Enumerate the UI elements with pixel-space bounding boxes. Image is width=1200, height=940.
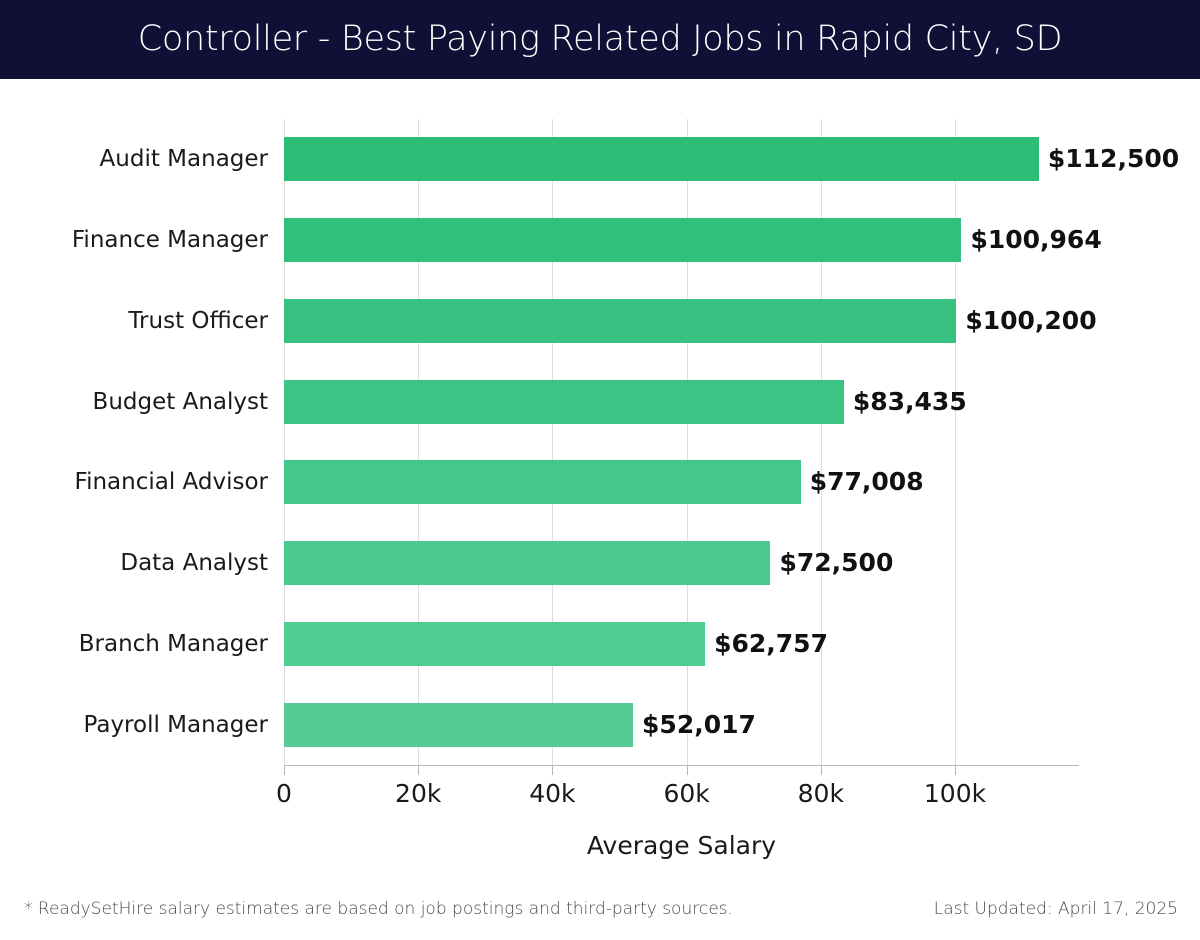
bar-row[interactable]: Budget Analyst $83,435 [0, 379, 1200, 424]
bar-category-label: Payroll Manager [83, 711, 268, 738]
bar[interactable] [284, 460, 801, 505]
footer-disclaimer: * ReadySetHire salary estimates are base… [24, 899, 733, 919]
bar-value-label: $62,757 [714, 628, 828, 658]
bar-category-label: Trust Officer [128, 307, 268, 334]
bar-row[interactable]: Branch Manager $62,757 [0, 621, 1200, 666]
bar-row[interactable]: Finance Manager $100,964 [0, 218, 1200, 263]
gridline [820, 119, 822, 765]
x-axis-line [284, 765, 1079, 766]
gridline [686, 119, 688, 765]
bar-value-label: $72,500 [779, 548, 894, 578]
x-axis-tick [955, 766, 956, 775]
gridline [418, 119, 420, 765]
bar-row[interactable]: Data Analyst $72,500 [0, 541, 1200, 586]
bar-category-label: Finance Manager [71, 227, 268, 254]
bar-value-label: $100,964 [970, 225, 1102, 255]
page-title: Controller - Best Paying Related Jobs in… [137, 19, 1063, 59]
x-axis-title: Average Salary [586, 831, 777, 860]
x-axis-tick [820, 766, 822, 775]
bar-value-label: $52,017 [642, 709, 756, 739]
x-axis-tick-label: 20k [395, 779, 442, 808]
x-axis-tick-label: 100k [923, 779, 987, 808]
x-axis-tick [552, 766, 554, 775]
gridline [955, 119, 956, 765]
bar-row[interactable]: Financial Advisor $77,008 [0, 460, 1200, 505]
bar-category-label: Financial Advisor [74, 469, 268, 496]
bar-category-label: Data Analyst [120, 550, 268, 577]
x-axis-tick-label: 60k [663, 779, 710, 808]
bar-value-label: $112,500 [1047, 144, 1180, 174]
bar[interactable] [284, 298, 957, 343]
bar[interactable] [284, 218, 962, 263]
gridline [284, 119, 285, 765]
bar-value-label: $100,200 [965, 305, 1097, 335]
footer-last-updated: Last Updated: April 17, 2025 [933, 899, 1178, 919]
bar[interactable] [284, 621, 706, 666]
bar[interactable] [284, 379, 844, 424]
plot-area [284, 119, 1079, 765]
bar-row[interactable]: Trust Officer $100,200 [0, 298, 1200, 343]
bar[interactable] [284, 137, 1039, 182]
bar-value-label: $83,435 [852, 386, 967, 416]
gridline [552, 119, 554, 765]
bar-row[interactable]: Audit Manager $112,500 [0, 137, 1200, 182]
x-axis-tick [418, 766, 420, 775]
bar-category-label: Budget Analyst [92, 388, 268, 415]
x-axis-tick [284, 766, 285, 775]
bar-category-label: Branch Manager [78, 630, 268, 657]
x-axis-tick-label: 40k [529, 779, 576, 808]
bar-category-label: Audit Manager [99, 146, 268, 173]
bar-value-label: $77,008 [809, 467, 924, 497]
x-axis-tick-label: 80k [797, 779, 844, 808]
title-bar: Controller - Best Paying Related Jobs in… [0, 0, 1200, 79]
x-axis-tick [686, 766, 688, 775]
bar[interactable] [284, 541, 771, 586]
bar-row[interactable]: Payroll Manager $52,017 [0, 702, 1200, 747]
x-axis-tick-label: 0 [276, 779, 292, 808]
bar[interactable] [284, 702, 634, 747]
